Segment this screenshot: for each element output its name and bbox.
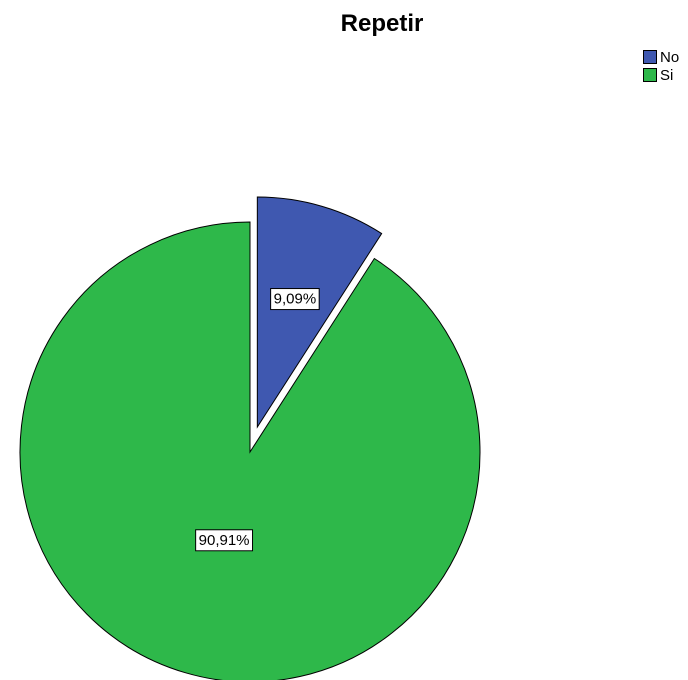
data-label-text-si: 90,91% — [199, 532, 250, 549]
legend-label-no: No — [660, 48, 680, 66]
data-label-text-no: 9,09% — [274, 291, 317, 308]
pie-slice-si — [19, 221, 481, 680]
legend-item-no: No — [643, 48, 679, 66]
legend-swatch-si — [643, 68, 657, 82]
data-label-no: 9,09% — [270, 288, 320, 311]
legend-item-si: Si — [643, 66, 679, 84]
chart-title: Repetir — [340, 10, 424, 37]
legend-swatch-no — [643, 50, 657, 64]
data-label-box-si — [195, 529, 254, 552]
pie-slice-no — [256, 196, 383, 429]
legend-label-si: Si — [660, 66, 674, 84]
data-label-box-no — [270, 288, 320, 311]
legend: No Si — [643, 48, 679, 84]
data-label-si: 90,91% — [195, 529, 254, 552]
